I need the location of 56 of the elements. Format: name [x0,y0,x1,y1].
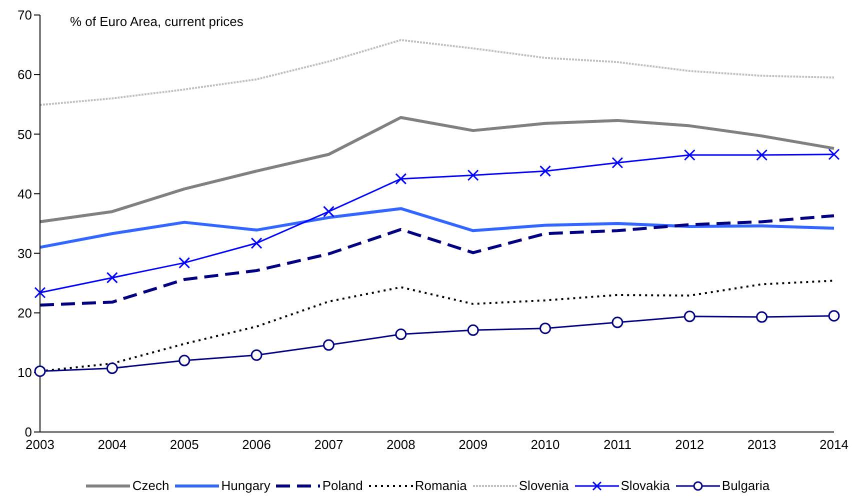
y-tick-label: 60 [18,67,32,82]
point [467,169,479,181]
point [322,339,334,351]
point [467,324,479,336]
point [828,310,840,322]
point [34,286,46,298]
legend-label: Hungary [221,478,270,493]
x-tick-label: 2007 [314,437,344,452]
line-series [38,207,836,249]
y-tick-label: 50 [18,126,32,142]
point [395,173,407,185]
point [612,156,624,168]
point [322,206,334,218]
legend-label: Romania [414,478,467,493]
line-series [38,214,836,307]
point [395,328,407,340]
point [106,362,118,374]
point [828,148,840,160]
x-tick-label: 2012 [675,437,704,452]
y-tick-label: 70 [18,8,32,23]
legend-label: Poland [322,478,363,493]
x-tick-label: 2005 [170,437,199,452]
point [250,237,262,249]
point [684,310,696,322]
point [250,349,262,361]
point [34,365,46,377]
x-tick-label: 2009 [458,437,488,452]
line-series [38,116,836,224]
x-tick-label: 2008 [386,437,416,452]
point [612,316,624,328]
point [756,311,768,323]
legend-label: Slovenia [518,478,569,493]
x-tick-label: 2004 [98,437,127,452]
y-tick-label: 20 [18,305,32,320]
point [540,322,552,334]
x-tick-label: 2013 [747,437,776,452]
point [106,272,118,284]
point [756,149,768,161]
chart-title: % of Euro Area, current prices [70,14,244,29]
point [178,257,190,269]
point [540,165,552,177]
legend-label: Bulgaria [722,478,770,493]
point [178,354,190,366]
y-tick-label: 0 [24,424,32,440]
legend-label: Czech [132,478,170,493]
x-tick-label: 2014 [820,437,848,452]
x-tick-label: 2003 [26,437,54,452]
y-tick-label: 10 [18,365,32,380]
line-series [39,39,835,106]
legend-label: Slovakia [620,478,670,493]
y-tick-label: 30 [18,246,32,261]
x-tick-label: 2011 [603,437,632,452]
x-tick-label: 2010 [530,437,560,452]
x-tick-label: 2006 [242,437,272,452]
point [684,149,696,161]
y-tick-label: 40 [18,186,32,202]
